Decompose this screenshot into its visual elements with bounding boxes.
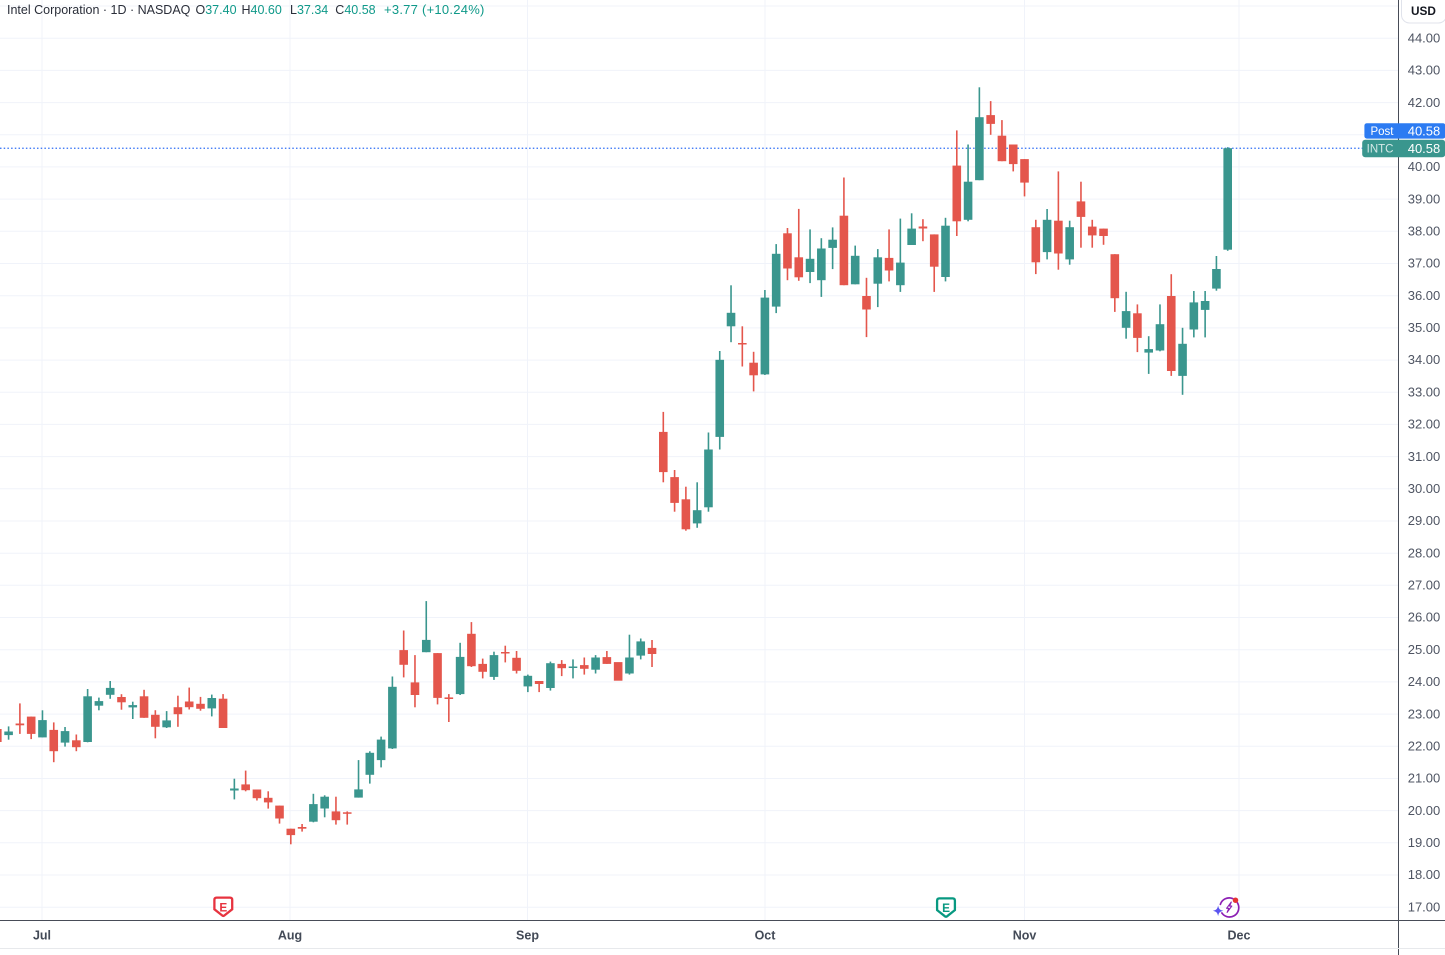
svg-text:29.00: 29.00 — [1408, 513, 1441, 528]
svg-text:L37.34: L37.34 — [290, 3, 328, 17]
svg-text:21.00: 21.00 — [1408, 771, 1441, 786]
svg-text:38.00: 38.00 — [1408, 224, 1441, 239]
svg-text:34.00: 34.00 — [1408, 352, 1441, 367]
svg-text:23.00: 23.00 — [1408, 706, 1441, 721]
svg-text:O37.40: O37.40 — [196, 3, 237, 17]
svg-text:40.00: 40.00 — [1408, 159, 1441, 174]
svg-text:39.00: 39.00 — [1408, 191, 1441, 206]
svg-text:+3.77 (+10.24%): +3.77 (+10.24%) — [384, 2, 485, 17]
svg-text:18.00: 18.00 — [1408, 867, 1441, 882]
svg-text:40.58: 40.58 — [1408, 141, 1441, 156]
svg-text:INTC: INTC — [1367, 144, 1394, 156]
svg-text:42.00: 42.00 — [1408, 95, 1441, 110]
svg-text:37.00: 37.00 — [1408, 256, 1441, 271]
svg-text:Aug: Aug — [278, 929, 302, 943]
svg-text:43.00: 43.00 — [1408, 63, 1441, 78]
svg-text:35.00: 35.00 — [1408, 320, 1441, 335]
svg-text:36.00: 36.00 — [1408, 288, 1441, 303]
svg-text:19.00: 19.00 — [1408, 835, 1441, 850]
svg-text:25.00: 25.00 — [1408, 642, 1441, 657]
svg-text:Jul: Jul — [33, 929, 51, 943]
svg-text:31.00: 31.00 — [1408, 449, 1441, 464]
svg-text:28.00: 28.00 — [1408, 545, 1441, 560]
svg-text:24.00: 24.00 — [1408, 674, 1441, 689]
svg-text:Dec: Dec — [1228, 929, 1251, 943]
svg-text:Oct: Oct — [755, 929, 777, 943]
svg-text:Nov: Nov — [1013, 929, 1037, 943]
svg-text:Sep: Sep — [516, 929, 539, 943]
svg-text:33.00: 33.00 — [1408, 384, 1441, 399]
svg-text:Post: Post — [1370, 126, 1394, 138]
svg-text:44.00: 44.00 — [1408, 30, 1441, 45]
svg-text:E: E — [942, 901, 950, 915]
svg-text:USD: USD — [1411, 4, 1436, 18]
svg-text:H40.60: H40.60 — [242, 3, 282, 17]
svg-text:27.00: 27.00 — [1408, 578, 1441, 593]
svg-text:17.00: 17.00 — [1408, 899, 1441, 914]
svg-text:32.00: 32.00 — [1408, 417, 1441, 432]
svg-text:30.00: 30.00 — [1408, 481, 1441, 496]
svg-text:26.00: 26.00 — [1408, 610, 1441, 625]
svg-text:40.58: 40.58 — [1408, 124, 1441, 139]
svg-text:E: E — [219, 900, 227, 914]
svg-text:20.00: 20.00 — [1408, 803, 1441, 818]
svg-text:C40.58: C40.58 — [335, 3, 375, 17]
svg-text:22.00: 22.00 — [1408, 739, 1441, 754]
svg-text:Intel Corporation · 1D · NASDA: Intel Corporation · 1D · NASDAQ — [7, 3, 191, 17]
